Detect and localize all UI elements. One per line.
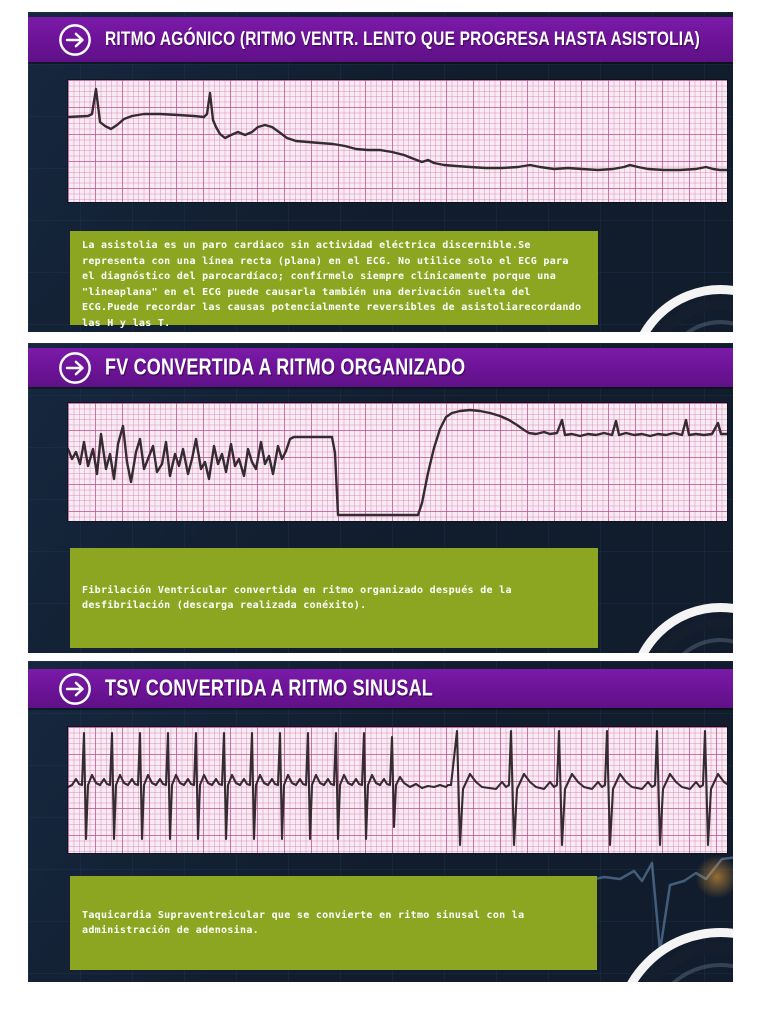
description-text: Fibrilación Ventricular convertida en ri…: [82, 584, 512, 612]
ecg-trace: [68, 87, 727, 172]
glow-dot-decoration: [695, 855, 733, 899]
arrow-right-circle-icon: [59, 351, 91, 384]
description-box: Fibrilación Ventricular convertida en ri…: [70, 548, 598, 648]
background-heartbeat-path: [586, 856, 733, 953]
ecg-strip-tsv-sinusal: [68, 727, 727, 853]
ecg-trace-svg: [68, 729, 727, 847]
panel-title: TSV CONVERTIDA A RITMO SINUSAL: [105, 675, 434, 701]
description-box: Taquicardia Supraventreicular que se con…: [70, 876, 597, 970]
ecg-trace: [68, 729, 727, 847]
ecg-strip-agonal: [68, 80, 727, 202]
ecg-trace-svg: [68, 87, 727, 172]
panel-title: FV CONVERTIDA A RITMO ORGANIZADO: [105, 354, 466, 380]
panel-title: RITMO AGÓNICO (RITMO VENTR. LENTO QUE PR…: [105, 27, 701, 50]
ecg-trace-svg: [68, 408, 727, 517]
description-text: Taquicardia Supraventreicular que se con…: [82, 909, 525, 937]
arrow-right-circle-icon: [59, 672, 91, 705]
description-box: La asistolia es un paro cardiaco sin act…: [70, 231, 598, 329]
panel-header: RITMO AGÓNICO (RITMO VENTR. LENTO QUE PR…: [28, 17, 733, 62]
description-text: La asistolia es un paro cardiaco sin act…: [82, 240, 582, 329]
panel-tsv-convertida: TSV CONVERTIDA A RITMO SINUSAL Taquicard…: [28, 661, 733, 982]
ecg-trace: [68, 408, 727, 517]
panel-ritmo-agonico: RITMO AGÓNICO (RITMO VENTR. LENTO QUE PR…: [28, 12, 733, 332]
ecg-strip-fv-organizado: [68, 403, 727, 521]
panel-header: TSV CONVERTIDA A RITMO SINUSAL: [28, 669, 733, 708]
circle-arc-decoration: [628, 603, 733, 653]
background-heartbeat-decoration: [586, 856, 733, 953]
panel-header: FV CONVERTIDA A RITMO ORGANIZADO: [28, 348, 733, 387]
circle-arc-decoration: [628, 285, 733, 332]
arrow-right-circle-icon: [59, 23, 91, 56]
panel-fv-convertida: FV CONVERTIDA A RITMO ORGANIZADO Fibrila…: [28, 343, 733, 653]
